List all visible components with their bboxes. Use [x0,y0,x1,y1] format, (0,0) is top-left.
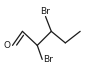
Text: Br: Br [40,7,50,16]
Text: Br: Br [43,55,53,64]
Text: O: O [3,41,10,50]
